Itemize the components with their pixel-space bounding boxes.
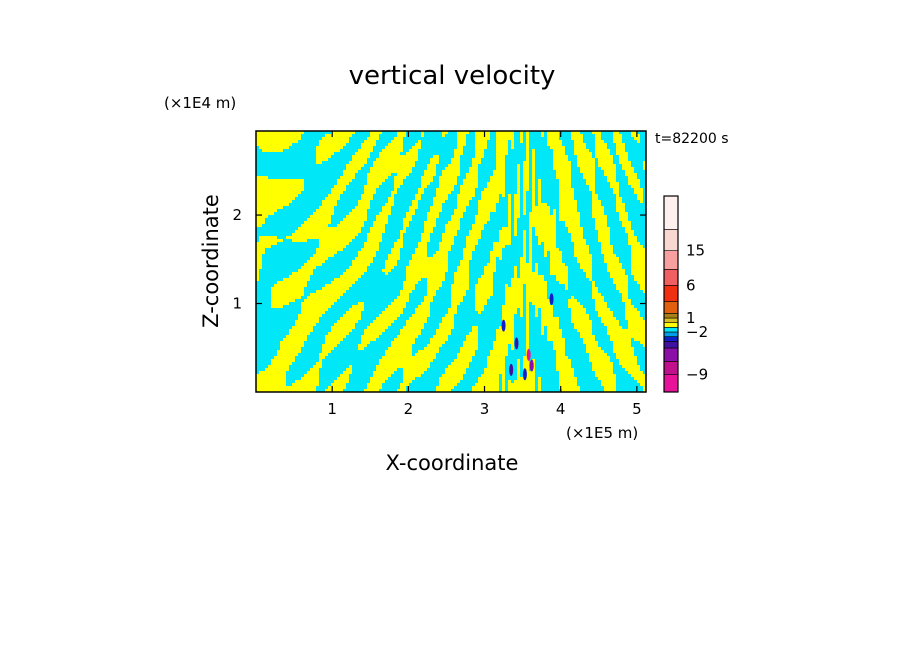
positive-velocity-region [256,131,646,392]
colorbar-segment [663,374,679,393]
x-axis: 1 2 3 4 5 [327,131,642,418]
velocity-field [256,131,646,392]
colorbar-segment [663,301,679,314]
x-tick-label: 5 [632,400,642,418]
colorbar-labels: 15 6 1−2 −9 [686,242,708,384]
extreme-spot [526,348,531,361]
colorbar-segment [663,250,679,270]
x-tick-label: 3 [480,400,490,418]
colorbar-segment [663,269,679,286]
colorbar-segment [663,327,679,333]
extreme-spot [509,363,514,376]
y-tick-label: 1 [232,295,242,313]
colorbar-segment [663,229,679,251]
colorbar-segment [663,317,679,323]
x-tick-label: 1 [327,400,337,418]
extreme-spot [501,319,506,332]
colorbar-tick-label: −2 [686,323,708,341]
y-axis: 12 [232,206,646,313]
colorbar-tick-label: −9 [686,366,708,384]
colorbar-segment [663,361,679,375]
colorbar-segment [663,331,679,337]
colorbar [663,195,679,393]
colorbar-segment [663,313,679,319]
y-tick-label: 2 [232,206,242,224]
y-axis-label: Z-coordinate [199,194,223,328]
time-label: t=82200 s [655,131,729,147]
x-axis-label: X-coordinate [386,451,519,475]
x-tick-label: 4 [556,400,566,418]
colorbar-segment [663,322,679,328]
y-scale-label: (×1E4 m) [164,94,236,112]
colorbar-frame [663,195,679,393]
colorbar-segment [663,285,679,302]
x-scale-label: (×1E5 m) [566,424,638,442]
extreme-spots [501,293,554,381]
plot-frame [255,130,647,393]
colorbar-segment [663,195,679,230]
extreme-spot [514,337,519,350]
colorbar-segment [663,341,679,349]
colorbar-segment [663,336,679,342]
extreme-spot [549,293,554,306]
colorbar-tick-label: 1 [686,309,696,327]
chart-title: vertical velocity [349,61,556,91]
extreme-spot [522,368,527,381]
x-tick-label: 2 [404,400,414,418]
extreme-spot [529,359,534,372]
colorbar-tick-label: 6 [686,276,696,294]
colorbar-tick-label: 15 [686,242,705,260]
colorbar-segment [663,347,679,362]
